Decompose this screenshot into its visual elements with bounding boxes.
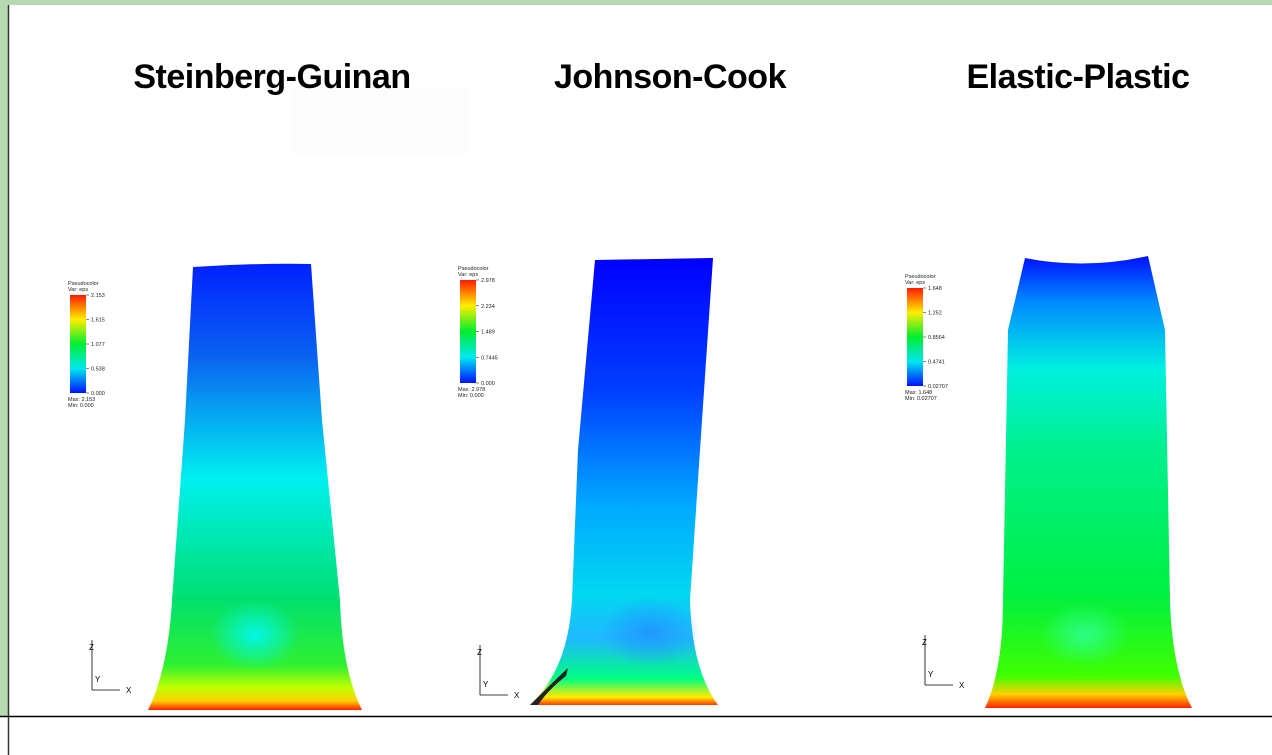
colorbar-label: 1.489 <box>481 330 495 336</box>
legend-variable: Var: eps <box>68 287 88 293</box>
colorbar <box>70 295 86 393</box>
axis-label: Z <box>477 648 482 657</box>
axis-label: Y <box>95 675 101 684</box>
axis-label: Y <box>928 670 934 679</box>
panel-title: Elastic-Plastic <box>966 58 1189 96</box>
colorbar-label: 1.615 <box>91 318 105 324</box>
legend-variable: Var: eps <box>458 272 478 278</box>
colorbar-label: 0.8564 <box>928 335 945 341</box>
colorbar-label: 0.4741 <box>928 360 945 366</box>
strain-region <box>1040 603 1130 667</box>
axis-label: X <box>514 691 520 700</box>
legend-min: Min: 0.02707 <box>905 396 937 402</box>
colorbar-label: 2.978 <box>481 278 495 284</box>
frame-left <box>0 0 8 716</box>
colorbar <box>460 280 476 383</box>
colorbar-label: 1.077 <box>91 342 105 348</box>
colorbar-label: 1.252 <box>928 311 942 317</box>
panel-title: Johnson-Cook <box>554 58 787 96</box>
patch <box>290 88 470 154</box>
axis-label: X <box>126 686 132 695</box>
colorbar-label: 0.7445 <box>481 355 498 361</box>
legend-min: Min: 0.000 <box>458 393 484 399</box>
colorbar-label: 0.538 <box>91 367 105 373</box>
legend-min: Min: 0.000 <box>68 403 94 409</box>
axis-label: Y <box>483 680 489 689</box>
colorbar <box>907 288 923 386</box>
colorbar-label: 1.648 <box>928 286 942 292</box>
axis-label: Z <box>922 638 927 647</box>
colorbar-label: 2.234 <box>481 304 495 310</box>
axis-label: Z <box>89 643 94 652</box>
axis-label: X <box>959 681 965 690</box>
panel-title: Steinberg-Guinan <box>133 58 410 96</box>
frame-top <box>0 0 1272 5</box>
page: {"panels": [ {"title": "Steinberg-Guinan… <box>0 0 1272 755</box>
figure: Steinberg-GuinanPseudocolorVar: eps2.153… <box>0 0 1272 755</box>
legend-variable: Var: eps <box>905 280 925 286</box>
strain-region <box>210 600 300 670</box>
strain-region <box>600 597 700 667</box>
colorbar-label: 2.153 <box>91 293 105 299</box>
